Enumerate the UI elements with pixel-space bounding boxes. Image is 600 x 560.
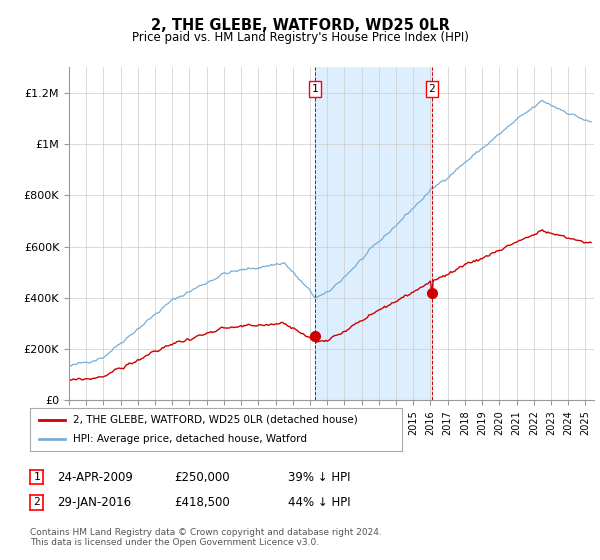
- Text: 1: 1: [311, 84, 319, 94]
- Text: 1: 1: [33, 472, 40, 482]
- Text: 2, THE GLEBE, WATFORD, WD25 0LR: 2, THE GLEBE, WATFORD, WD25 0LR: [151, 18, 449, 33]
- Text: £418,500: £418,500: [174, 496, 230, 509]
- Text: 29-JAN-2016: 29-JAN-2016: [57, 496, 131, 509]
- Text: Contains HM Land Registry data © Crown copyright and database right 2024.
This d: Contains HM Land Registry data © Crown c…: [30, 528, 382, 547]
- Text: £250,000: £250,000: [174, 470, 230, 484]
- Text: Price paid vs. HM Land Registry's House Price Index (HPI): Price paid vs. HM Land Registry's House …: [131, 31, 469, 44]
- Text: 2, THE GLEBE, WATFORD, WD25 0LR (detached house): 2, THE GLEBE, WATFORD, WD25 0LR (detache…: [73, 415, 358, 424]
- Text: HPI: Average price, detached house, Watford: HPI: Average price, detached house, Watf…: [73, 435, 307, 444]
- Text: 39% ↓ HPI: 39% ↓ HPI: [288, 470, 350, 484]
- Bar: [315, 67, 432, 400]
- Text: 44% ↓ HPI: 44% ↓ HPI: [288, 496, 350, 509]
- Text: 2: 2: [33, 497, 40, 507]
- Text: 24-APR-2009: 24-APR-2009: [57, 470, 133, 484]
- Text: 2: 2: [428, 84, 435, 94]
